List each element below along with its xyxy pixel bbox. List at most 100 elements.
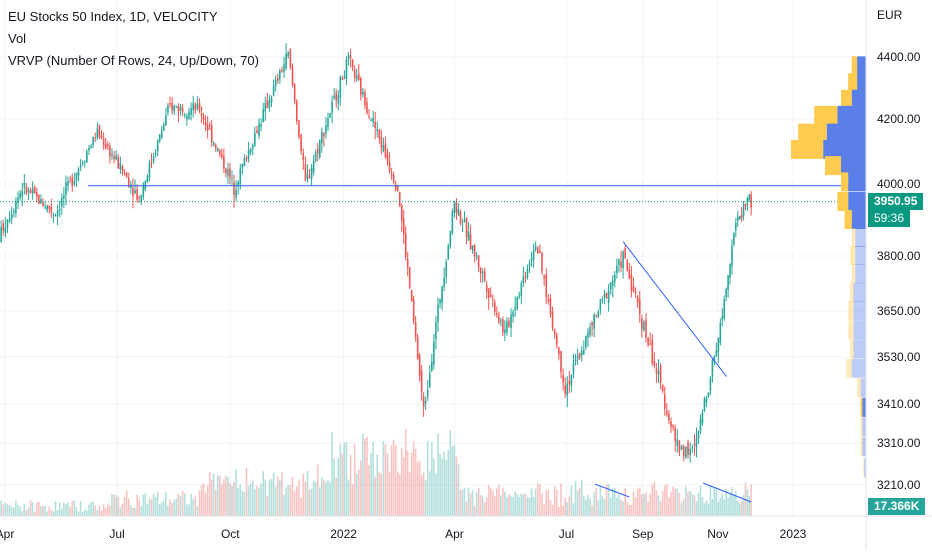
candle-body	[300, 134, 302, 152]
candle-body	[233, 182, 235, 196]
volume-bar	[701, 497, 704, 516]
vrvp-indicator-label[interactable]: VRVP (Number Of Rows, 24, Up/Down, 70)	[8, 53, 259, 68]
vp-row-up	[860, 397, 863, 417]
volume-bar	[206, 485, 209, 516]
volume-bar	[6, 503, 9, 516]
candle-body	[239, 168, 242, 185]
candle-body	[270, 97, 273, 103]
volume-bar	[733, 494, 735, 516]
volume-bar	[498, 484, 500, 516]
vp-row-up	[848, 320, 854, 340]
candle-body	[56, 210, 59, 217]
volume-bar	[433, 458, 435, 516]
volume-bar	[21, 510, 24, 516]
candle-body	[506, 321, 508, 333]
candle-body	[390, 174, 393, 176]
countdown-badge: 59:36	[868, 210, 911, 227]
candle-body	[158, 134, 161, 141]
candle-body	[643, 321, 645, 331]
candle-body	[279, 70, 281, 80]
volume-bar	[428, 471, 431, 516]
volume-bar	[390, 445, 393, 516]
candle-body	[142, 184, 145, 197]
volume-bar	[270, 479, 273, 516]
candle-body	[504, 329, 506, 334]
candle-body	[370, 120, 372, 122]
candle-body	[593, 314, 595, 329]
candle-body	[422, 396, 425, 407]
volume-bar	[709, 485, 712, 516]
x-tick-label: Sep	[632, 527, 654, 541]
volume-bar	[697, 492, 700, 516]
volume-bar	[587, 494, 589, 516]
x-tick-label: Apr	[0, 527, 14, 541]
volume-bar	[121, 503, 124, 516]
volume-bar	[607, 483, 610, 516]
candle-body	[725, 289, 727, 297]
volume-bar	[691, 493, 694, 516]
vp-row-up	[849, 246, 856, 265]
volume-bar	[310, 488, 313, 516]
volume-bar	[229, 483, 231, 516]
candle-body	[512, 312, 514, 317]
candle-body	[657, 370, 660, 375]
volume-bar	[593, 492, 595, 516]
candle-body	[555, 334, 558, 345]
volume-bar	[94, 505, 97, 516]
currency-label[interactable]: EUR	[877, 8, 903, 22]
candle-body	[19, 193, 21, 198]
volume-bar	[742, 494, 745, 516]
candle-body	[685, 446, 687, 458]
volume-bar	[335, 477, 338, 516]
volume-bar	[541, 493, 543, 516]
x-tick-label: Apr	[445, 527, 464, 541]
candle-body	[500, 321, 502, 323]
volume-bar	[693, 495, 696, 516]
candle-body	[676, 439, 679, 446]
candle-body	[733, 232, 735, 245]
volume-bar	[329, 482, 331, 516]
volume-bar	[254, 489, 256, 516]
candle-body	[599, 299, 602, 311]
candle-body	[703, 398, 706, 411]
vp-row-up	[849, 339, 854, 359]
vp-row-up	[798, 123, 827, 143]
y-tick-label: 3650.00	[877, 304, 921, 318]
candle-body	[568, 380, 571, 384]
volume-bar	[643, 494, 645, 516]
volume-bar	[678, 492, 681, 516]
volume-bar	[183, 493, 186, 516]
candle-body	[23, 182, 26, 187]
candle-body	[368, 116, 370, 118]
volume-bar	[514, 491, 516, 516]
candle-body	[645, 319, 647, 338]
volume-bar	[177, 493, 180, 516]
vp-row-down	[851, 89, 866, 109]
volume-bar	[729, 492, 731, 516]
candle-body	[587, 332, 589, 338]
candle-body	[545, 274, 548, 298]
volume-bar	[327, 480, 329, 516]
volume-bar	[558, 506, 560, 516]
volume-bar	[351, 484, 354, 516]
vp-row-up	[841, 89, 852, 109]
volume-indicator-label[interactable]: Vol	[8, 31, 27, 46]
volume-bar	[260, 483, 262, 516]
candle-body	[516, 297, 518, 309]
volume-bar	[580, 479, 583, 516]
volume-bar	[676, 488, 679, 516]
candle-body	[580, 350, 583, 356]
candle-body	[81, 162, 84, 164]
candle-body	[167, 105, 169, 113]
volume-bar	[439, 453, 441, 516]
candle-body	[428, 373, 431, 388]
volume-trendline	[702, 482, 752, 503]
candle-body	[104, 143, 107, 149]
volume-bar	[208, 471, 211, 516]
candle-body	[514, 307, 516, 310]
candle-body	[382, 145, 385, 151]
candle-body	[394, 184, 397, 190]
symbol-title[interactable]: EU Stocks 50 Index, 1D, VELOCITY	[8, 9, 218, 24]
